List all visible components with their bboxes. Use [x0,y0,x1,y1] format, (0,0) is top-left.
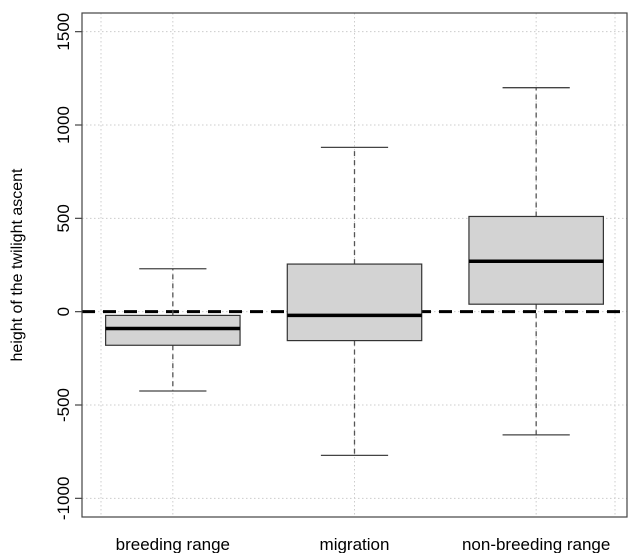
y-tick-label-1: -500 [54,388,73,422]
x-axis: breeding range migration non-breeding rang… [116,535,611,553]
y-axis: -1000 -500 0 500 1000 1500 [54,13,82,520]
y-tick-label-0: -1000 [54,477,73,520]
box-iqr [105,314,241,346]
x-tick-label-0: breeding range [116,535,230,553]
box-1 [286,146,423,457]
boxes [105,87,604,457]
box-2 [468,87,604,436]
x-tick-label-2: non-breeding range [462,535,610,553]
y-tick-label-2: 0 [54,307,73,316]
box-iqr [286,263,423,342]
y-tick-label-3: 500 [54,204,73,232]
plot-frame [81,12,628,518]
y-tick-label-4: 1000 [54,106,73,144]
x-tick-label-1: migration [320,535,390,553]
box-0 [105,268,241,392]
y-tick-label-5: 1500 [54,13,73,51]
y-axis-label: height of the twilight ascent [9,168,26,362]
